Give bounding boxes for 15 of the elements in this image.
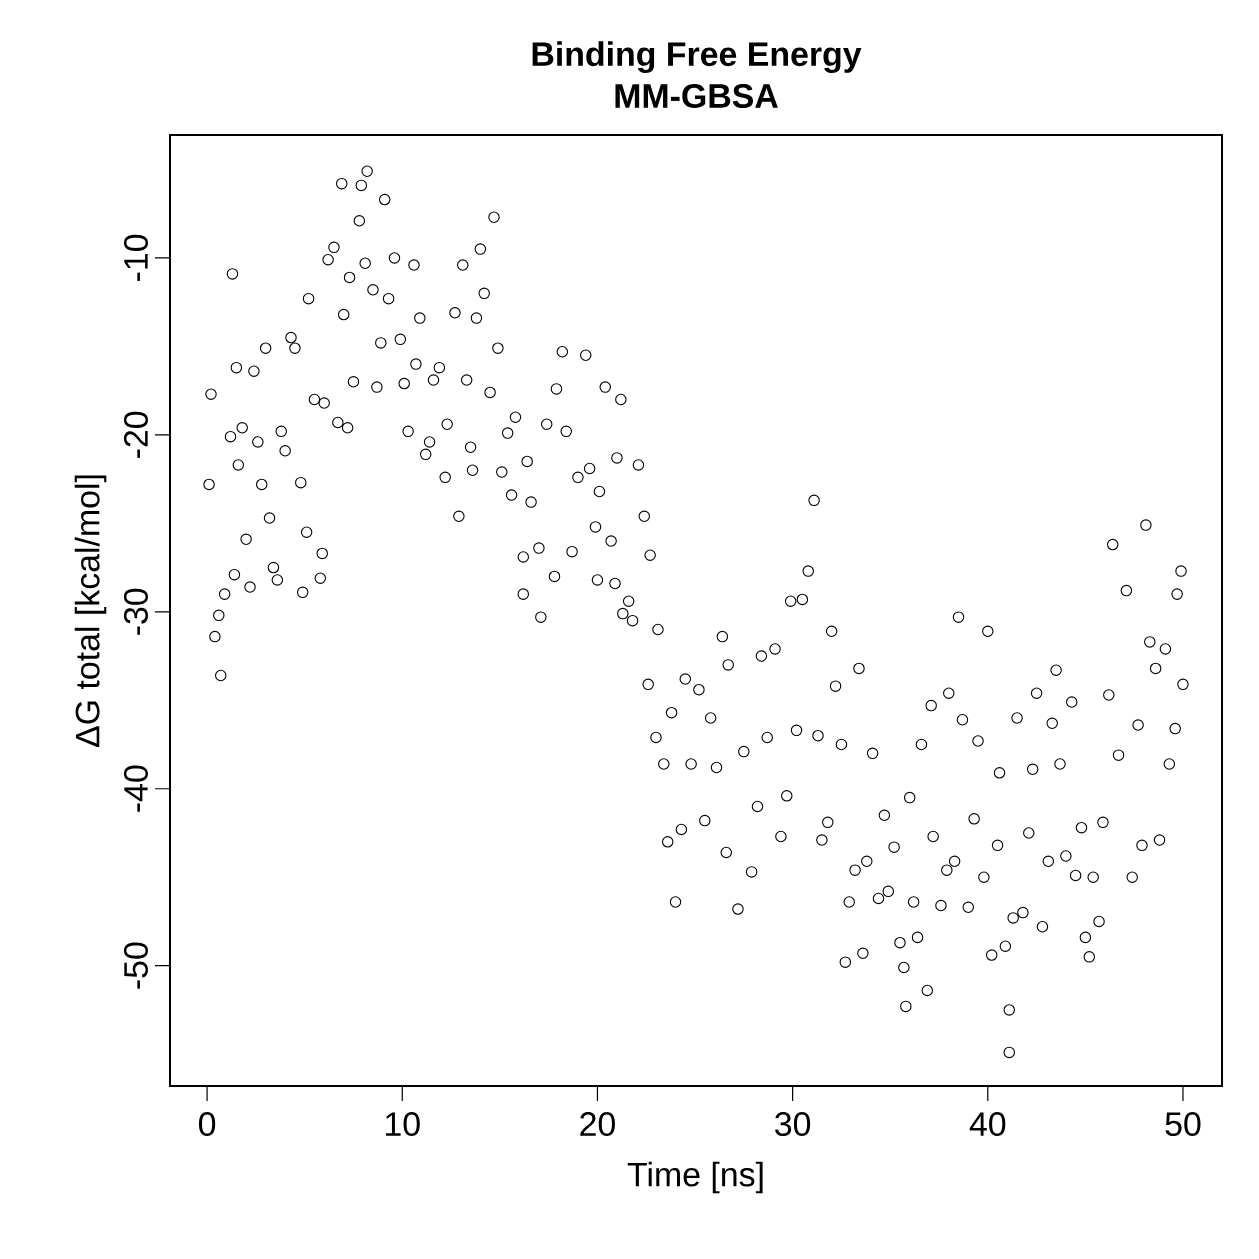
y-tick-label: -10 [123,234,148,281]
y-tick-label: -50 [123,942,148,989]
chart-subtitle: MM-GBSA [615,84,778,108]
x-tick-label: 20 [580,1112,615,1137]
x-axis-title: Time [ns] [627,1161,763,1194]
y-tick-label: -40 [123,765,148,812]
x-tick-label: 0 [198,1112,216,1137]
x-tick-label: 30 [775,1112,811,1137]
y-tick-label: -20 [123,411,148,458]
x-tick-label: 50 [1165,1112,1201,1137]
y-axis-title: ΔG total [kcal/mol] [74,475,107,747]
chart-title: Binding Free Energy [532,41,862,73]
x-tick-label: 10 [386,1112,420,1137]
x-tick-label: 40 [969,1112,1006,1137]
y-tick-label: -30 [123,588,148,635]
